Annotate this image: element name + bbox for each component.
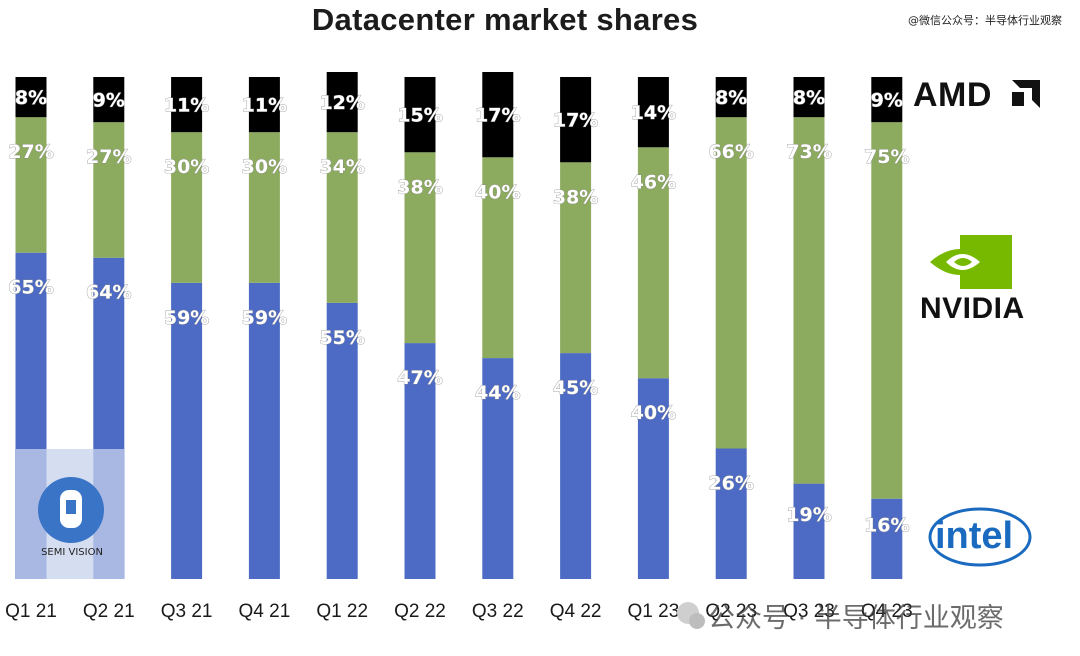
data-label-amd-6: 17% [475,105,520,127]
semi-vision-badge [16,449,124,579]
x-tick-label-0: Q1 21 [5,601,57,622]
bar-segment-amd-7 [560,77,592,163]
bar-segment-nvidia-6 [482,157,514,359]
data-label-amd-9: 8% [715,87,747,109]
bar-segment-nvidia-7 [560,162,592,354]
intel-logo-mark [928,507,1032,567]
data-label-amd-11: 9% [871,90,903,112]
watermark-bottom: 公众号 · 半导体行业观察 [708,603,1004,634]
bar-segment-intel-9 [715,448,747,579]
data-label-intel-1: 64% [86,282,131,304]
data-label-amd-2: 11% [164,95,209,117]
data-label-nvidia-0: 27% [8,141,53,163]
data-label-intel-10: 19% [786,504,831,526]
data-label-nvidia-7: 38% [553,186,598,208]
data-label-amd-5: 15% [397,105,442,127]
bar-segment-amd-2 [171,77,203,133]
chart-title: Datacenter market shares [311,2,699,37]
segment-labels-layer: 65% 27% 8% 64% 27% 9% 59% 30% 11% 59% 30% 11% 55% 34%… [8,87,910,537]
data-label-nvidia-10: 73% [786,141,831,163]
data-label-intel-11: 16% [864,514,909,536]
x-tick-label-4: Q1 22 [316,601,368,622]
bar-segment-intel-11 [871,498,903,579]
x-tick-label-8: Q1 23 [628,601,680,622]
watermark-top: @微信公众号：半导体行业观察 [908,14,1062,27]
data-label-amd-10: 8% [793,87,825,109]
data-label-amd-0: 8% [15,87,47,109]
x-tick-label-7: Q4 22 [550,601,602,622]
bar-segment-nvidia-1 [93,122,125,258]
x-tick-label-1: Q2 21 [83,601,135,622]
wechat-icon [677,602,705,629]
data-label-nvidia-8: 46% [631,171,676,193]
bar-segment-nvidia-2 [171,132,203,283]
amd-logo-text: AMD [913,76,992,114]
bar-segment-amd-10 [793,77,825,118]
bars-layer [15,72,903,579]
bar-segment-amd-5 [404,77,436,153]
nvidia-logo-mark [930,235,1012,289]
data-label-amd-3: 11% [242,95,287,117]
bar-segment-amd-8 [637,77,669,148]
bar-segment-amd-0 [15,77,47,118]
data-label-nvidia-9: 66% [708,141,753,163]
data-label-intel-3: 59% [242,307,287,329]
bar-segment-amd-9 [715,77,747,118]
bar-segment-nvidia-9 [715,117,747,449]
bar-segment-intel-5 [404,343,436,579]
x-axis-ticks: Q1 21 Q2 21 Q3 21 Q4 21 Q1 22 Q2 22 Q3 22 Q4 22… [5,601,913,622]
x-tick-label-3: Q4 21 [239,601,291,622]
data-label-intel-4: 55% [319,327,364,349]
bar-segment-intel-4 [326,302,358,579]
data-label-intel-9: 26% [708,473,753,495]
bar-segment-amd-1 [93,77,125,123]
bar-segment-intel-7 [560,353,592,579]
data-label-intel-5: 47% [397,367,442,389]
data-label-amd-1: 9% [93,90,125,112]
bar-segment-nvidia-8 [637,147,669,379]
data-label-nvidia-2: 30% [164,156,209,178]
bar-segment-amd-4 [326,72,358,133]
intel-logo-text: intel [935,515,1014,557]
data-label-nvidia-11: 75% [864,146,909,168]
bar-segment-nvidia-0 [15,117,47,253]
data-label-intel-6: 44% [475,382,520,404]
data-label-amd-7: 17% [553,110,598,132]
data-label-nvidia-5: 38% [397,176,442,198]
bar-segment-intel-6 [482,358,514,579]
x-tick-label-9: Q2 23 [705,601,757,622]
data-label-intel-2: 59% [164,307,209,329]
bar-segment-intel-3 [248,282,280,579]
bar-segment-nvidia-5 [404,152,436,344]
bar-segment-amd-11 [871,77,903,123]
data-label-intel-7: 45% [553,377,598,399]
x-tick-label-5: Q2 22 [394,601,446,622]
data-label-intel-0: 65% [8,277,53,299]
bar-segment-nvidia-4 [326,132,358,303]
x-tick-label-11: Q4 23 [861,601,913,622]
data-label-amd-8: 14% [631,102,676,124]
amd-logo-mark [1012,80,1040,108]
data-label-nvidia-6: 40% [475,181,520,203]
x-tick-label-6: Q3 22 [472,601,524,622]
bar-segment-amd-3 [248,77,280,133]
bar-segment-nvidia-3 [248,132,280,283]
x-tick-label-10: Q3 23 [783,601,835,622]
bar-segment-intel-2 [171,282,203,579]
nvidia-logo-text: NVIDIA [920,292,1025,325]
bar-segment-intel-8 [637,378,669,579]
data-label-amd-4: 12% [319,92,364,114]
data-label-intel-8: 40% [631,402,676,424]
bar-segment-nvidia-10 [793,117,825,484]
bar-segment-amd-6 [482,72,514,158]
data-label-nvidia-3: 30% [242,156,287,178]
data-label-nvidia-1: 27% [86,146,131,168]
semi-vision-label: SEMI VISION [41,547,103,558]
bar-segment-intel-10 [793,483,825,579]
bar-segment-nvidia-11 [871,122,903,499]
x-tick-label-2: Q3 21 [161,601,213,622]
data-label-nvidia-4: 34% [319,156,364,178]
